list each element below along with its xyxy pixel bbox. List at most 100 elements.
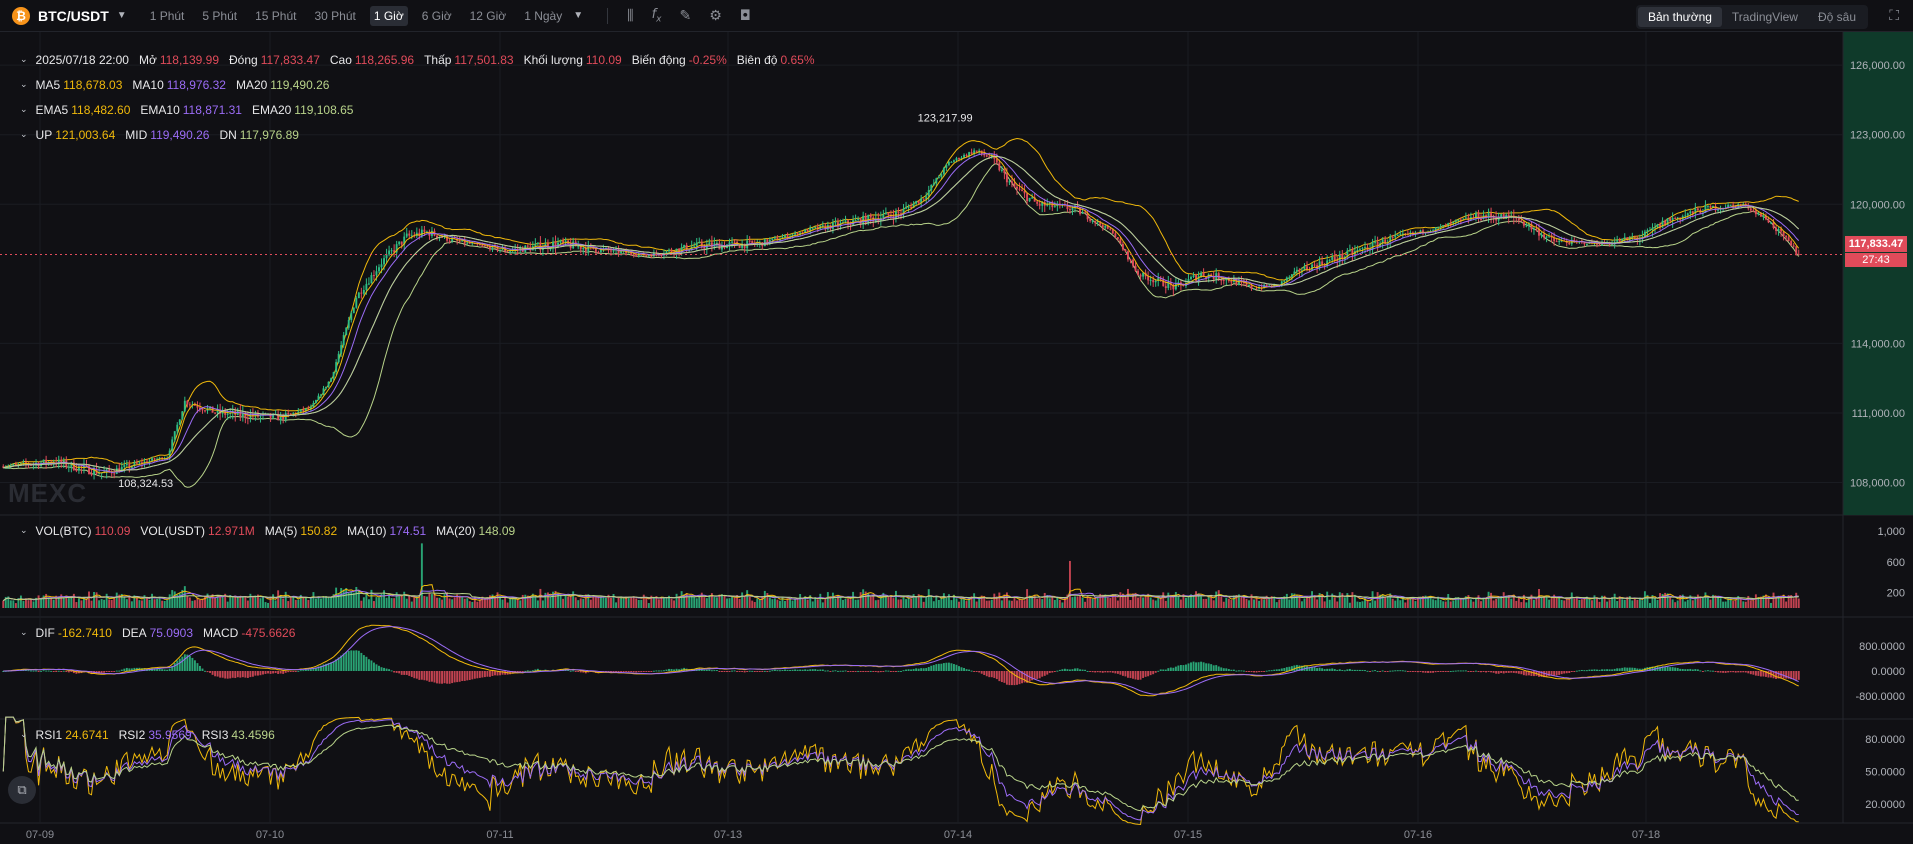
interval-1d[interactable]: 1 Ngày: [524, 8, 563, 23]
volume-bar: [1480, 601, 1482, 608]
volume-bar: [1066, 594, 1069, 608]
layout-toggle-icon[interactable]: ⧉: [8, 776, 36, 804]
volume-bar: [763, 590, 766, 608]
rsi2-label: RSI2: [118, 728, 146, 742]
macd-histogram-bar: [950, 663, 953, 671]
macd-histogram-bar: [673, 669, 676, 671]
chevron-down-icon[interactable]: ▼: [116, 10, 127, 21]
camera-icon[interactable]: ◘: [739, 7, 751, 24]
fullscreen-icon[interactable]: ⛶: [1889, 8, 1899, 24]
volume-bar: [1356, 601, 1359, 608]
collapse-chevron-icon[interactable]: ⌄: [20, 55, 28, 65]
collapse-chevron-icon[interactable]: ⌄: [20, 105, 28, 115]
interval-30m[interactable]: 30 Phút: [314, 8, 356, 23]
candle: [499, 249, 502, 253]
volume-bar: [874, 600, 877, 608]
volume-bar: [1540, 597, 1543, 608]
interval-1h[interactable]: 1 Giờ: [369, 5, 408, 26]
kline-chart[interactable]: 07-09 07-10 07-11 07-13 07-14 07-15 07-16 07-18…: [0, 32, 1913, 844]
macd-histogram-bar: [1016, 671, 1018, 685]
volume-bar: [135, 597, 138, 608]
volume-bar: [713, 596, 716, 608]
macd-histogram-bar: [670, 669, 673, 671]
volume-bar: [267, 602, 270, 608]
ma20-label: MA20: [235, 78, 268, 92]
candle: [372, 270, 375, 281]
volume-bar: [1318, 593, 1321, 608]
macd-histogram-bar: [839, 670, 842, 672]
interval-5m[interactable]: 5 Phút: [202, 8, 238, 23]
volume-bar: [1008, 600, 1011, 608]
volume-bar: [1031, 596, 1034, 608]
collapse-chevron-icon[interactable]: ⌄: [20, 730, 28, 740]
volume-bar: [181, 589, 184, 608]
macd-histogram-bar: [1737, 671, 1740, 673]
macd-histogram-bar: [657, 670, 660, 672]
interval-15m[interactable]: 15 Phút: [255, 8, 297, 23]
interval-6h[interactable]: 6 Giờ: [421, 8, 452, 23]
candle: [45, 455, 48, 469]
macd-histogram-bar: [476, 671, 479, 679]
candle: [564, 237, 567, 247]
settings-icon[interactable]: ⚙: [709, 7, 722, 24]
macd-histogram-bar: [1462, 670, 1465, 672]
volume-bar: [1406, 597, 1409, 608]
volume-bar: [1389, 593, 1392, 608]
indicator-fx-icon[interactable]: fx: [651, 6, 662, 25]
volume-bar: [62, 597, 65, 608]
macd-histogram-bar: [1764, 671, 1767, 677]
interval-1m[interactable]: 1 Phút: [149, 8, 185, 23]
interval-more-chevron-icon[interactable]: ▼: [573, 10, 584, 21]
volume-bar: [718, 594, 721, 608]
collapse-chevron-icon[interactable]: ⌄: [20, 80, 28, 90]
ma5-label: MA5: [35, 78, 61, 92]
candle-type-icon[interactable]: ⫼: [627, 7, 634, 24]
volume-bar: [1237, 594, 1240, 608]
macd-histogram-bar: [405, 671, 408, 675]
candle: [1437, 226, 1440, 230]
volume-bar: [1348, 602, 1351, 608]
volume-bar: [1429, 595, 1432, 608]
candle: [935, 177, 938, 188]
volume-bar: [206, 593, 209, 608]
candle: [1056, 201, 1059, 212]
view-depth[interactable]: Độ sâu: [1817, 10, 1856, 24]
rsi-tick-label: 80.0000: [1865, 734, 1905, 746]
candle: [1538, 223, 1540, 241]
volume-bar: [1454, 597, 1457, 608]
volume-bar: [647, 603, 650, 608]
view-standard[interactable]: Bản thường: [1637, 7, 1722, 27]
candle: [176, 422, 179, 435]
macd-histogram-bar: [531, 670, 534, 672]
volume-bar: [251, 597, 254, 608]
candle: [289, 413, 292, 415]
pair-title[interactable]: BTC/USDT: [38, 7, 109, 24]
volume-bar: [103, 599, 106, 608]
candle: [698, 237, 701, 244]
volume-bar: [9, 600, 12, 608]
macd-histogram-bar: [206, 671, 209, 673]
collapse-chevron-icon[interactable]: ⌄: [20, 130, 28, 140]
view-tradingview[interactable]: TradingView: [1731, 10, 1798, 24]
dea-label: DEA: [121, 626, 147, 640]
volume-bar: [249, 593, 252, 608]
volume-bar: [483, 598, 486, 608]
volume-bar: [133, 595, 136, 608]
collapse-chevron-icon[interactable]: ⌄: [20, 526, 28, 536]
volume-bar: [756, 598, 759, 608]
volume-bar: [178, 593, 181, 608]
volume-bar: [814, 597, 817, 608]
volume-bar: [153, 599, 156, 608]
interval-12h[interactable]: 12 Giờ: [469, 8, 507, 23]
macd-histogram-bar: [322, 664, 325, 671]
price-tick-label: 114,000.00: [1851, 338, 1905, 350]
macd-histogram-bar: [1512, 671, 1515, 673]
volume-bar: [869, 596, 872, 608]
volume-bar: [582, 598, 585, 608]
high-marker-label: 123,217.99: [918, 113, 973, 125]
macd-histogram-bar: [1058, 669, 1061, 671]
collapse-chevron-icon[interactable]: ⌄: [20, 628, 28, 638]
draw-pencil-icon[interactable]: ✎: [679, 7, 692, 24]
candle: [857, 216, 860, 222]
macd-histogram-bar: [733, 670, 736, 672]
